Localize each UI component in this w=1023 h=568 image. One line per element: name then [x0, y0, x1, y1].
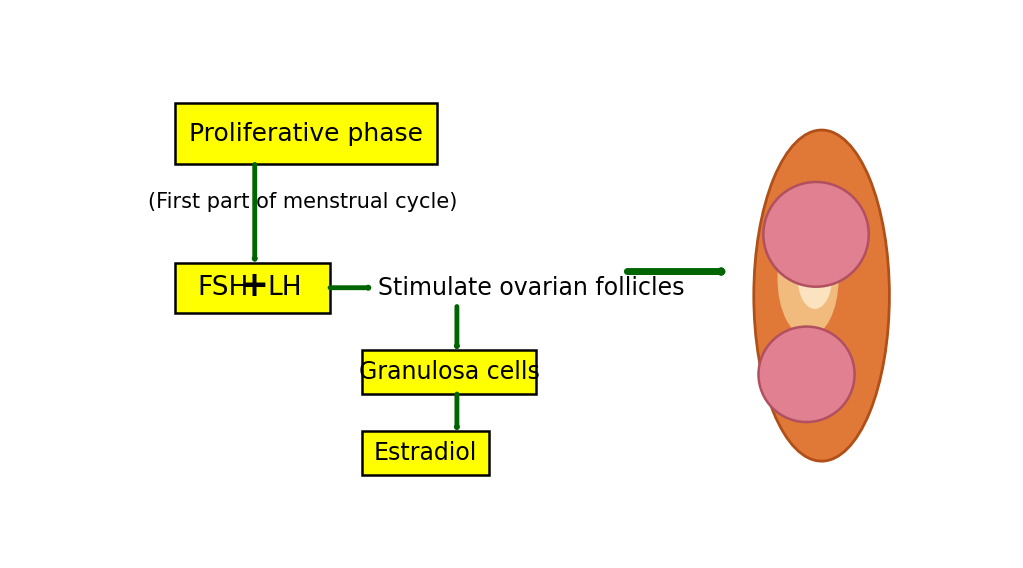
Text: (First part of menstrual cycle): (First part of menstrual cycle) — [147, 191, 457, 211]
Text: Estradiol: Estradiol — [373, 441, 477, 465]
Ellipse shape — [763, 182, 869, 287]
FancyBboxPatch shape — [176, 103, 437, 164]
Ellipse shape — [798, 249, 832, 309]
Ellipse shape — [754, 130, 889, 461]
Text: Stimulate ovarian follicles: Stimulate ovarian follicles — [377, 275, 684, 300]
Ellipse shape — [777, 221, 839, 337]
Ellipse shape — [758, 327, 854, 422]
Text: Granulosa cells: Granulosa cells — [358, 360, 539, 384]
FancyBboxPatch shape — [362, 350, 536, 394]
FancyBboxPatch shape — [362, 431, 489, 475]
FancyBboxPatch shape — [176, 263, 330, 313]
Text: LH: LH — [267, 275, 302, 301]
Text: FSH: FSH — [197, 275, 249, 301]
Text: +: + — [239, 269, 268, 303]
Text: Proliferative phase: Proliferative phase — [189, 122, 424, 146]
